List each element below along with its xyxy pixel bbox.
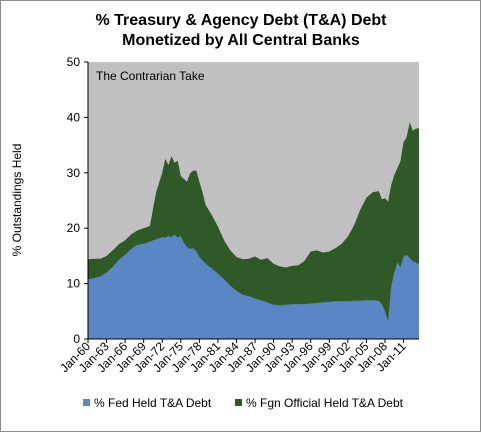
- chart-annotation: The Contrarian Take: [96, 69, 205, 83]
- legend: % Fed Held T&A Debt % Fgn Official Held …: [83, 396, 404, 410]
- y-tick-label: 30: [67, 166, 81, 180]
- y-tick-label: 10: [67, 277, 81, 291]
- x-axis-ticks: Jan-60Jan-63Jan-66Jan-69Jan-72Jan-75Jan-…: [57, 339, 409, 375]
- legend-swatch-fed: [83, 399, 90, 406]
- legend-label-fgn: % Fgn Official Held T&A Debt: [246, 396, 404, 410]
- legend-label-fed: % Fed Held T&A Debt: [94, 396, 212, 410]
- series-area-fed-held: [88, 234, 419, 339]
- y-tick-label: 20: [67, 221, 81, 235]
- y-tick-label: 50: [67, 55, 81, 69]
- y-tick-label: 0: [73, 332, 80, 346]
- y-axis-title: % Outstandings Held: [10, 144, 24, 257]
- chart-title-line-1: % Treasury & Agency Debt (T&A) Debt: [95, 12, 387, 29]
- legend-swatch-fgn: [235, 399, 242, 406]
- y-tick-label: 40: [67, 110, 81, 124]
- y-axis-ticks: 0 10 20 30 40 50: [67, 55, 88, 346]
- chart-title-line-2: Monetized by All Central Banks: [122, 32, 360, 49]
